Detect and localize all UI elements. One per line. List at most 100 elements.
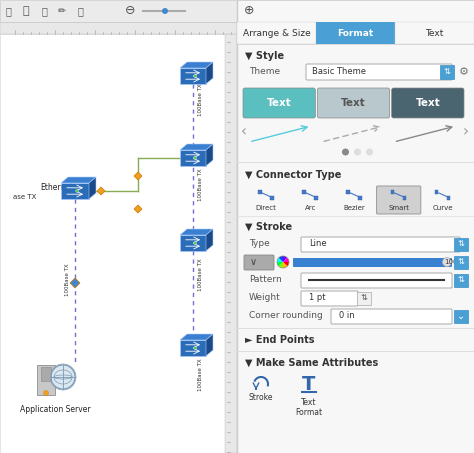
- FancyBboxPatch shape: [357, 292, 371, 305]
- Text: 100Base TX: 100Base TX: [198, 259, 203, 291]
- FancyBboxPatch shape: [440, 65, 454, 79]
- Text: Pattern: Pattern: [249, 275, 282, 284]
- Circle shape: [50, 364, 76, 390]
- FancyBboxPatch shape: [243, 88, 315, 118]
- Bar: [270, 196, 273, 199]
- Bar: [258, 190, 262, 193]
- Wedge shape: [283, 262, 287, 268]
- Polygon shape: [206, 229, 213, 251]
- Text: ✏: ✏: [58, 6, 66, 16]
- Wedge shape: [283, 256, 287, 262]
- FancyBboxPatch shape: [0, 0, 474, 22]
- Bar: [346, 190, 350, 193]
- Wedge shape: [283, 262, 289, 266]
- FancyBboxPatch shape: [316, 22, 395, 44]
- Text: 100Base TX: 100Base TX: [198, 359, 203, 391]
- Text: ▼ Connector Type: ▼ Connector Type: [245, 170, 341, 180]
- Bar: [358, 196, 362, 199]
- Bar: [314, 196, 318, 199]
- FancyBboxPatch shape: [301, 291, 358, 306]
- Text: ► End Points: ► End Points: [245, 335, 315, 345]
- Wedge shape: [277, 262, 283, 266]
- Text: ▼ Style: ▼ Style: [245, 51, 284, 61]
- Text: ⇅: ⇅: [457, 240, 465, 249]
- Text: ⌄: ⌄: [457, 311, 465, 321]
- FancyBboxPatch shape: [331, 309, 452, 324]
- Polygon shape: [180, 144, 213, 150]
- Polygon shape: [97, 187, 105, 195]
- Text: 100Base TX: 100Base TX: [198, 169, 203, 201]
- Text: Weight: Weight: [249, 293, 281, 302]
- Text: ∨: ∨: [249, 257, 256, 267]
- Text: 100%: 100%: [444, 259, 464, 265]
- Polygon shape: [180, 62, 213, 68]
- Text: ase TX: ase TX: [13, 194, 36, 200]
- Polygon shape: [89, 177, 96, 199]
- Text: 100Base TX: 100Base TX: [198, 84, 203, 116]
- FancyBboxPatch shape: [306, 64, 452, 80]
- Bar: [302, 190, 306, 193]
- Text: ⚙: ⚙: [459, 67, 469, 77]
- Polygon shape: [206, 144, 213, 166]
- FancyBboxPatch shape: [317, 88, 390, 118]
- Circle shape: [193, 74, 197, 77]
- FancyBboxPatch shape: [293, 258, 452, 267]
- Text: Text: Text: [341, 98, 366, 108]
- Text: Basic Theme: Basic Theme: [312, 67, 366, 77]
- FancyBboxPatch shape: [237, 22, 316, 44]
- Polygon shape: [180, 68, 206, 84]
- Circle shape: [366, 149, 373, 155]
- Polygon shape: [180, 229, 213, 235]
- Circle shape: [342, 149, 349, 155]
- Text: Text
Format: Text Format: [295, 398, 323, 417]
- Text: Format: Format: [337, 29, 374, 38]
- FancyBboxPatch shape: [225, 34, 237, 453]
- Polygon shape: [206, 334, 213, 356]
- FancyBboxPatch shape: [395, 22, 474, 44]
- Text: ‹: ‹: [241, 125, 247, 140]
- Text: ▼ Stroke: ▼ Stroke: [245, 222, 292, 232]
- FancyBboxPatch shape: [392, 88, 464, 118]
- Wedge shape: [283, 258, 289, 262]
- Text: 1 pt: 1 pt: [309, 294, 326, 303]
- Text: Text: Text: [267, 98, 292, 108]
- Circle shape: [162, 8, 168, 14]
- Wedge shape: [277, 258, 283, 262]
- Text: Arc: Arc: [305, 205, 316, 211]
- Bar: [435, 190, 438, 193]
- FancyBboxPatch shape: [377, 186, 421, 214]
- Text: Application Server: Application Server: [20, 405, 91, 414]
- Circle shape: [193, 347, 197, 350]
- FancyBboxPatch shape: [244, 255, 274, 270]
- Text: Bezier: Bezier: [344, 205, 365, 211]
- Text: 🖌: 🖌: [77, 6, 83, 16]
- FancyBboxPatch shape: [301, 273, 452, 288]
- Text: ⊕: ⊕: [244, 5, 254, 18]
- FancyBboxPatch shape: [454, 238, 468, 251]
- FancyBboxPatch shape: [301, 237, 460, 252]
- Polygon shape: [134, 172, 142, 180]
- Polygon shape: [180, 340, 206, 356]
- Polygon shape: [61, 183, 89, 199]
- FancyBboxPatch shape: [237, 0, 474, 453]
- Text: ⬛: ⬛: [41, 6, 47, 16]
- Polygon shape: [206, 62, 213, 84]
- Text: Direct: Direct: [255, 205, 276, 211]
- Text: Arrange & Size: Arrange & Size: [243, 29, 310, 38]
- Circle shape: [193, 156, 197, 159]
- Text: ▼ Make Same Attributes: ▼ Make Same Attributes: [245, 358, 378, 368]
- Text: Corner rounding: Corner rounding: [249, 310, 323, 319]
- FancyBboxPatch shape: [454, 310, 468, 323]
- Circle shape: [75, 189, 79, 193]
- Polygon shape: [134, 205, 142, 213]
- Text: ⇅: ⇅: [457, 257, 465, 266]
- Wedge shape: [279, 256, 283, 262]
- Text: T: T: [302, 375, 316, 394]
- Polygon shape: [180, 334, 213, 340]
- Text: Theme: Theme: [249, 67, 280, 77]
- Text: ⇅: ⇅: [444, 67, 450, 77]
- Text: Smart: Smart: [388, 205, 409, 211]
- Circle shape: [44, 390, 48, 395]
- Text: ⇅: ⇅: [457, 275, 465, 284]
- Text: 🔍: 🔍: [5, 6, 11, 16]
